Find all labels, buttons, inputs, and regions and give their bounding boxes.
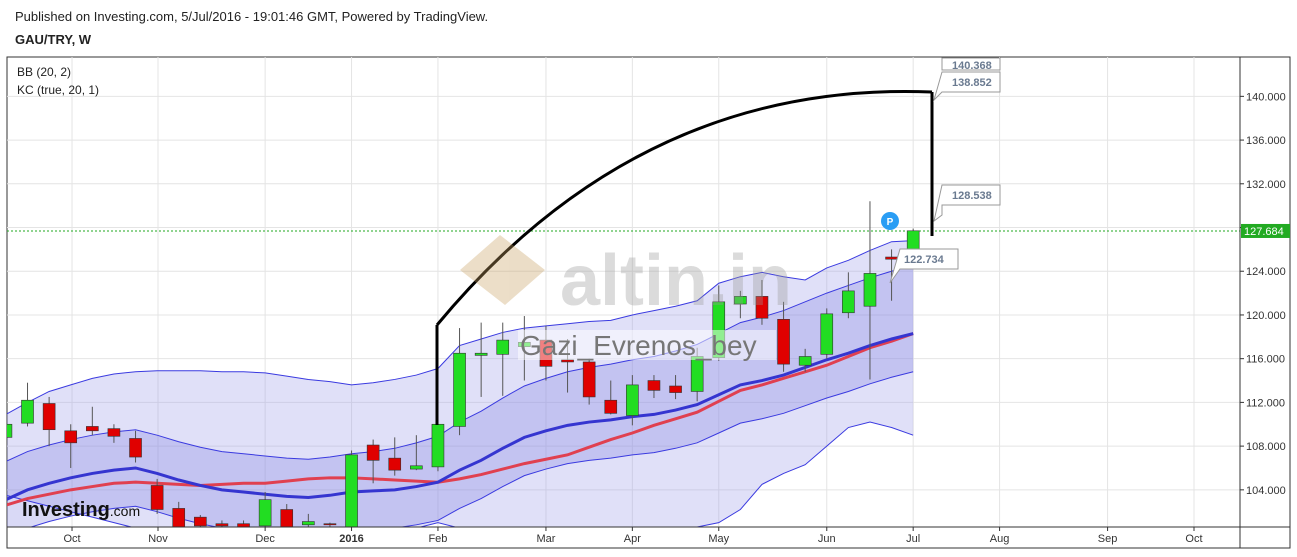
candle-body (172, 508, 186, 527)
y-tick-label: 124.000 (1246, 266, 1286, 278)
annotation: 138.852 (952, 77, 992, 89)
candle-body (734, 296, 747, 305)
candle-body (21, 399, 34, 424)
x-tick-label: Apr (624, 533, 641, 545)
candle-body (842, 290, 855, 314)
candle-body (237, 523, 250, 527)
y-tick-label: 104.000 (1246, 485, 1286, 497)
x-tick-label: Feb (428, 533, 447, 545)
symbol: GAU/TRY, W (15, 32, 92, 47)
last-price-label: 127.684 (1244, 226, 1284, 238)
candle-body (453, 352, 466, 427)
candle-body (755, 296, 769, 319)
candle-body (863, 273, 877, 307)
candle-body (820, 313, 834, 355)
x-tick-label: May (708, 533, 729, 545)
candle-body (280, 509, 294, 527)
candle-body (129, 438, 142, 458)
published: Published on Investing.com, 5/Jul/2016 -… (15, 9, 488, 24)
x-tick-label: Nov (148, 533, 168, 545)
marker-label: P (887, 217, 894, 228)
x-tick-label: Oct (1185, 533, 1202, 545)
candle-body (388, 457, 402, 471)
callout-box (932, 57, 1001, 102)
y-tick-label: 140.000 (1246, 91, 1286, 103)
candle-body (64, 430, 78, 444)
candle-body (302, 521, 315, 526)
candle-body (496, 339, 510, 355)
candle-body (366, 444, 380, 461)
bb-lower (7, 421, 914, 527)
candle-body (798, 356, 812, 366)
x-tick-label: Mar (536, 533, 555, 545)
candle-body (604, 399, 618, 414)
candle-body (777, 319, 790, 365)
x-tick-label: Dec (255, 533, 275, 545)
candle-body (150, 485, 164, 510)
annotation: 128.538 (952, 190, 992, 202)
kc-fill (7, 264, 914, 527)
logo: Investing.com (22, 499, 140, 521)
candle-body (345, 454, 358, 527)
kc-basis (7, 332, 914, 501)
y-tick-label: 112.000 (1246, 397, 1285, 409)
x-tick-label: Sep (1098, 533, 1118, 545)
y-tick-label: 116.000 (1246, 354, 1285, 366)
candle-body (323, 523, 337, 526)
watermark: altin.in (460, 235, 792, 321)
frame (6, 56, 1291, 549)
annotation: 140.368 (952, 60, 992, 72)
drawing (435, 89, 934, 425)
logo-suffix: .com (110, 503, 140, 519)
candle-body (690, 356, 704, 392)
candle-body (215, 523, 229, 527)
candle-body (107, 428, 121, 437)
x-tick-label: 2016 (339, 533, 363, 545)
last-price-box (1241, 223, 1290, 238)
logo-text: Investing (22, 499, 110, 521)
candle-body (42, 403, 56, 431)
legend-bb: BB (20, 2) (17, 65, 71, 79)
y-tick-label: 132.000 (1246, 179, 1286, 191)
callout-box (889, 248, 959, 284)
watermark-text: Gazi_Evrenos_bey (520, 330, 757, 361)
candle-body (194, 516, 207, 527)
candle-body (431, 423, 445, 468)
plot (7, 57, 1240, 527)
candle-body (258, 499, 272, 527)
candle-body (7, 423, 13, 438)
callout-box (933, 184, 1001, 223)
marker-p (881, 212, 899, 230)
candle-body (474, 352, 488, 356)
legend-kc: KC (true, 20, 1) (17, 83, 99, 97)
candle-body (647, 380, 661, 391)
x-tick-label: Aug (990, 533, 1010, 545)
candle-body (885, 256, 898, 260)
x-tick-label: Jun (818, 533, 836, 545)
y-tick-label: 120.000 (1246, 310, 1286, 322)
x-tick-label: Jul (906, 533, 920, 545)
candle-body (626, 384, 639, 416)
annotation: 122.734 (904, 254, 945, 266)
candle-body (582, 361, 596, 398)
y-tick-label: 136.000 (1246, 135, 1286, 147)
candle-body (410, 465, 423, 470)
candle-body (86, 426, 99, 432)
candle-body (669, 385, 682, 393)
x-tick-label: Oct (63, 533, 80, 545)
watermark-text: altin.in (560, 241, 792, 321)
y-tick-label: 108.000 (1246, 441, 1286, 453)
watermark-bg (518, 330, 776, 360)
